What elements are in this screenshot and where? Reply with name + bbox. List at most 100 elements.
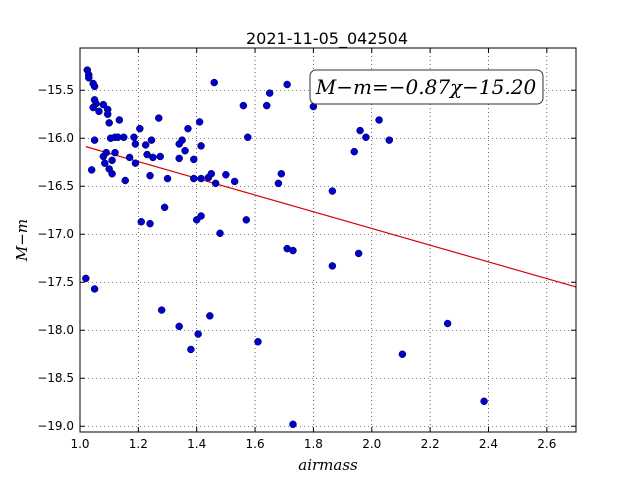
data-point [184, 124, 192, 133]
data-point [95, 107, 103, 116]
x-tick-label: 2.2 [421, 437, 440, 451]
x-tick-label: 2.0 [362, 437, 381, 451]
data-point [82, 274, 90, 283]
data-point [254, 338, 262, 346]
data-point [289, 420, 297, 429]
x-tick-label: 2.6 [537, 437, 556, 451]
data-point [216, 229, 224, 238]
x-axis-ticks: 1.0 1.2 1.4 1.6 1.8 2.0 2.2 2.4 2.6 [70, 48, 556, 451]
data-point [328, 262, 337, 270]
y-tick-label: −18.0 [37, 323, 74, 337]
data-point [131, 159, 140, 167]
fit-line [85, 146, 577, 288]
data-point [90, 82, 99, 91]
data-point [103, 110, 112, 118]
x-tick-label: 1.2 [129, 437, 148, 451]
data-point [131, 140, 140, 148]
data-point [206, 312, 214, 320]
data-point [265, 89, 274, 97]
data-point [87, 166, 96, 174]
data-point [146, 171, 154, 180]
x-axis-label: airmass [298, 456, 358, 474]
y-axis-label: M−m [13, 219, 31, 262]
data-point [328, 187, 337, 195]
data-point [362, 133, 370, 142]
data-point [101, 159, 109, 167]
data-point [155, 114, 163, 122]
y-tick-label: −15.5 [37, 83, 74, 97]
data-point [283, 80, 291, 89]
data-point [120, 133, 128, 142]
data-point [190, 155, 198, 164]
plot-frame [79, 47, 577, 433]
data-point [181, 146, 189, 155]
data-point [197, 174, 205, 183]
data-point [385, 136, 394, 144]
data-point [146, 219, 154, 228]
data-point [125, 153, 134, 162]
data-point [130, 133, 138, 142]
data-point [242, 216, 251, 224]
data-point [149, 153, 157, 162]
x-tick-label: 2.4 [479, 437, 498, 451]
x-tick-label: 1.6 [246, 437, 265, 451]
data-point [90, 285, 99, 293]
data-point [190, 174, 198, 183]
data-point [102, 148, 111, 157]
x-tick-label: 1.0 [70, 437, 89, 451]
data-point [197, 212, 205, 220]
data-point [85, 74, 93, 82]
data-point [210, 78, 218, 87]
y-tick-label: −16.5 [37, 179, 74, 193]
data-point [111, 148, 119, 157]
data-point [156, 152, 164, 161]
y-tick-label: −17.5 [37, 275, 74, 289]
chart-title: 2021-11-05_042504 [246, 29, 408, 49]
data-point [92, 99, 100, 108]
data-point [147, 136, 156, 144]
y-tick-label: −17.0 [37, 227, 74, 241]
data-point [105, 119, 113, 127]
y-tick-label: −18.5 [37, 371, 74, 385]
data-point [178, 136, 186, 144]
data-point [121, 176, 129, 185]
data-point [207, 170, 216, 178]
data-point [108, 170, 116, 178]
data-point [480, 397, 488, 406]
data-point [398, 350, 407, 358]
x-tick-label: 1.4 [187, 437, 206, 451]
data-point [141, 141, 150, 149]
data-point [160, 203, 169, 212]
y-tick-label: −19.0 [37, 419, 74, 433]
data-point [211, 179, 220, 188]
data-point [108, 156, 116, 165]
data-point [274, 179, 283, 188]
data-point [137, 218, 146, 226]
data-point [157, 306, 166, 314]
data-point [354, 249, 363, 258]
data-point [350, 147, 359, 156]
data-point [175, 322, 183, 331]
data-points [82, 66, 488, 429]
data-point [163, 174, 172, 183]
fit-line-group [85, 146, 577, 288]
y-axis-ticks: −15.5 −16.0 −16.5 −17.0 −17.5 −18.0 −18.5 −19.0 [37, 83, 576, 433]
data-point [197, 142, 205, 150]
data-point [136, 124, 144, 133]
data-point [230, 177, 239, 186]
data-point [239, 101, 248, 110]
x-tick-label: 1.8 [304, 437, 323, 451]
data-point [262, 101, 271, 110]
data-point [187, 345, 195, 354]
data-point [244, 133, 252, 142]
y-tick-label: −16.0 [37, 131, 74, 145]
data-point [90, 136, 99, 144]
data-point [175, 154, 183, 163]
data-point [356, 126, 364, 135]
plot-area [80, 48, 576, 432]
equation-text: M−m=−0.87χ−15.20 [315, 75, 537, 99]
data-point [115, 116, 124, 124]
data-point [277, 170, 286, 178]
equation-box-frame [309, 69, 544, 105]
